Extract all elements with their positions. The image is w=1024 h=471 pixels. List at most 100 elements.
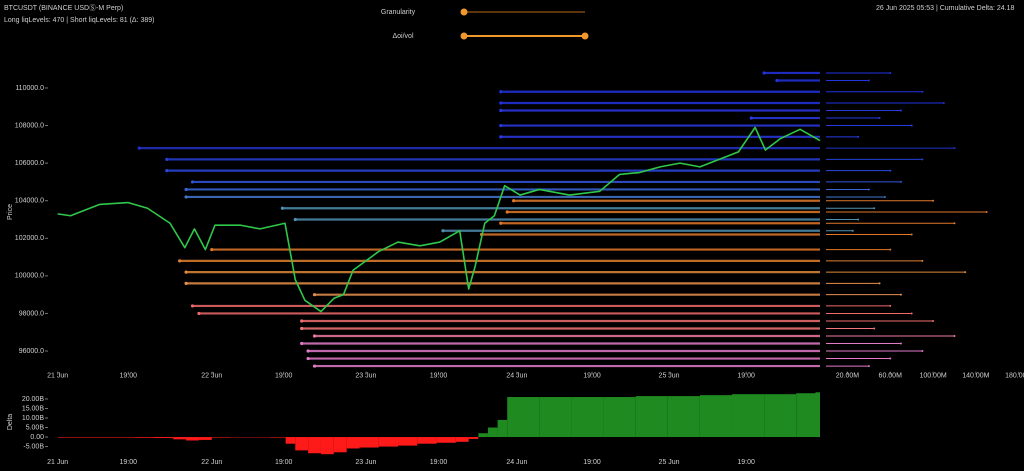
symbol-title: BTCUSDT (BINANCE USDⓈ-M Perp)	[4, 4, 123, 12]
x-tick-label: 21 Jun	[47, 373, 68, 380]
y-tick-label: 5.00B	[26, 424, 45, 431]
x-tick-label: 19:00	[737, 373, 755, 380]
x-tick-label: 19:00	[120, 459, 138, 466]
delta-bar	[96, 437, 116, 438]
liq-level-start	[505, 210, 509, 214]
delta-bar	[186, 437, 199, 441]
liq-summary: Long liqLevels: 470 | Short liqLevels: 8…	[4, 17, 154, 24]
delta-bar	[417, 437, 437, 444]
liq-volume-end	[857, 218, 860, 221]
liq-level-start	[749, 116, 753, 120]
delta-bar	[699, 395, 733, 438]
delta-bar	[635, 396, 668, 438]
delta-bar	[346, 437, 360, 449]
delta-bar	[478, 433, 488, 438]
y-tick-label: 96000.0	[19, 348, 44, 355]
x-tick-label: 21 Jun	[47, 459, 68, 466]
x2-tick-label: 180.00M	[1005, 373, 1024, 380]
liq-volume-end	[857, 135, 860, 138]
delta-bar	[487, 427, 498, 438]
liq-volume-end	[867, 79, 870, 82]
y-tick-label: 98000.0	[19, 310, 44, 317]
liq-level-start	[190, 180, 195, 184]
delta-bar	[269, 437, 286, 438]
liq-level-start	[499, 90, 503, 94]
delta-bar	[153, 437, 174, 438]
liq-volume-end	[953, 335, 956, 337]
oivol-knob-high[interactable]	[581, 32, 589, 40]
delta-bar	[285, 437, 296, 444]
granularity-knob[interactable]	[460, 8, 468, 16]
delta-bar	[134, 437, 154, 438]
x-tick-label: 23 Jun	[355, 459, 376, 466]
liq-volume-end	[873, 327, 876, 330]
delta-bar	[211, 437, 232, 438]
liq-level-start	[499, 101, 503, 105]
right-info: 26 Jun 2025 05:53 | Cumulative Delta: 24…	[876, 5, 1015, 12]
liq-level-start	[280, 206, 285, 210]
liq-level-start	[300, 341, 304, 346]
liq-level-start	[165, 169, 169, 173]
liq-level-start	[312, 293, 317, 297]
delta-bar	[76, 437, 97, 438]
y-tick-label: 10.00B	[22, 415, 45, 422]
x-tick-label: 19:00	[430, 459, 448, 466]
x2-tick-label: 100.00M	[919, 373, 946, 380]
x2-tick-label: 60.00M	[879, 373, 903, 380]
y-axis-title: Price	[7, 204, 14, 220]
delta-bar	[667, 396, 700, 438]
liq-volume-end	[889, 304, 892, 307]
y-tick-label: 106000.0	[15, 160, 44, 167]
x-tick-label: 24 Jun	[506, 373, 527, 380]
liq-volume-end	[964, 271, 967, 274]
liq-volume-end	[878, 117, 881, 120]
liq-level-start	[300, 319, 304, 323]
y-tick-label: 108000.0	[15, 122, 44, 129]
liq-volume-end	[953, 147, 956, 150]
liq-level-start	[512, 199, 516, 203]
delta-bar	[359, 437, 379, 448]
x-tick-label: 25 Jun	[659, 459, 680, 466]
liq-volume-end	[942, 102, 945, 105]
y-tick-label: 0.00	[30, 434, 44, 441]
delta-bar	[732, 394, 765, 438]
liq-level-start	[499, 135, 503, 139]
y-tick-label: -5.00B	[23, 443, 44, 450]
delta-bar	[295, 437, 309, 451]
liq-level-start	[184, 281, 188, 285]
x-tick-label: 25 Jun	[659, 373, 680, 380]
delta-bar	[320, 437, 334, 455]
liq-level-start	[197, 311, 201, 316]
y-tick-label: 110000.0	[15, 85, 44, 92]
x-tick-label: 19:00	[583, 373, 601, 380]
y-axis-title: Delta	[7, 414, 14, 430]
liq-level-start	[499, 221, 503, 225]
delta-bar	[308, 437, 321, 454]
liq-level-start	[178, 259, 182, 263]
delta-bar	[468, 437, 479, 439]
delta-bar	[115, 437, 135, 438]
delta-bar	[815, 392, 820, 438]
x-tick-label: 19:00	[275, 373, 293, 380]
liq-volume-end	[883, 195, 886, 198]
liq-volume-end	[899, 342, 902, 345]
delta-bar	[507, 397, 540, 438]
y-tick-label: 104000.0	[15, 198, 44, 205]
liq-volume-end	[921, 350, 924, 353]
y-tick-label: 20.00B	[22, 396, 45, 403]
x2-tick-label: 140.00M	[962, 373, 989, 380]
x-tick-label: 19:00	[430, 373, 448, 380]
y-tick-label: 102000.0	[15, 235, 44, 242]
liq-level-start	[165, 157, 169, 161]
oivol-knob-low[interactable]	[460, 32, 468, 40]
liq-volume-end	[910, 124, 913, 127]
liq-level-start	[306, 349, 310, 353]
liq-volume-end	[873, 207, 876, 210]
liq-level-start	[184, 270, 188, 274]
liq-volume-end	[932, 199, 935, 202]
delta-bar	[333, 437, 347, 453]
liq-level-start	[306, 356, 310, 361]
price-line	[57, 126, 821, 313]
liq-level-start	[762, 71, 766, 75]
